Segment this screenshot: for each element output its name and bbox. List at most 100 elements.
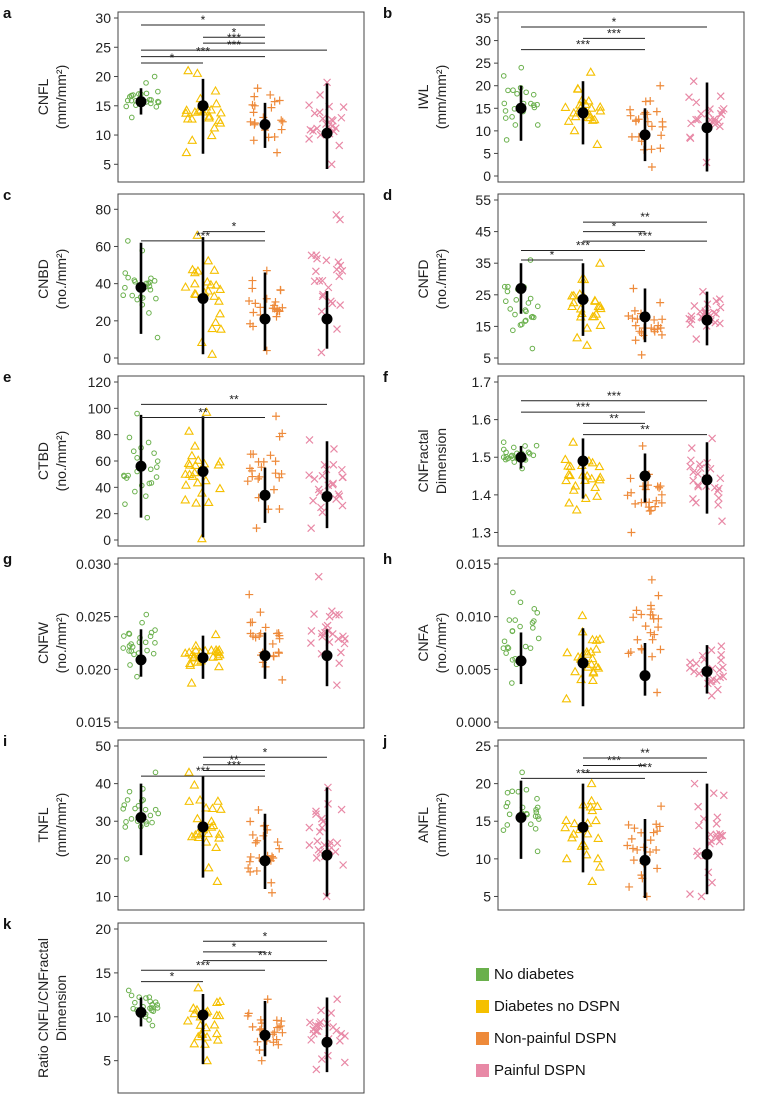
data-point [587,115,598,124]
data-point [143,611,150,618]
data-point [250,101,259,110]
data-point [317,1006,325,1015]
data-point [251,838,260,847]
data-point [252,866,261,875]
data-point [191,497,202,507]
legend-label: Non-painful DSPN [494,1029,617,1047]
mean-marker [321,491,333,503]
data-point [128,641,134,647]
data-point [633,845,642,854]
mean-marker [577,657,589,669]
data-point [712,676,721,685]
y-axis-label: CNFD [415,260,431,299]
data-point [152,769,159,776]
data-point [246,817,255,826]
data-point [120,645,127,651]
y-axis-label: (no./mm²) [433,249,449,310]
data-point [629,856,638,865]
plot-frame [497,557,745,729]
data-point [501,100,508,107]
data-point [565,461,576,471]
data-point [152,806,159,813]
data-point [268,639,277,648]
data-point [128,648,135,654]
data-point [211,997,222,1007]
data-point [271,457,280,466]
significance-label: * [232,220,237,234]
data-point [327,160,336,169]
data-point [627,528,636,537]
data-point [310,474,319,483]
mean-marker [321,1036,333,1048]
data-point [629,613,638,622]
data-point [587,311,598,321]
y-tick-label: 1.5 [472,449,492,465]
data-point [181,147,192,157]
data-point [204,112,215,122]
data-point [502,115,509,121]
mean-marker [197,466,209,478]
data-point [211,1010,222,1020]
data-point [309,1025,318,1034]
data-point [653,827,662,836]
data-point [209,122,220,132]
data-point [315,827,324,836]
data-point [186,677,197,687]
data-point [134,673,140,680]
mean-marker [577,455,589,467]
data-point [692,115,700,124]
y-tick-label: 0.000 [456,714,491,730]
mean-marker [515,282,527,294]
data-point [154,458,161,464]
legend-swatch-diabetes-no-dspn [476,999,489,1013]
data-point [186,450,197,460]
data-point [270,97,279,106]
panel-letter: a [3,5,12,22]
data-point [529,345,536,352]
data-point [513,297,520,303]
data-point [595,105,606,115]
data-point [129,292,136,299]
data-point [568,297,579,307]
data-point [655,822,664,831]
data-point [312,251,321,260]
data-point [126,788,133,795]
data-point [214,829,225,838]
data-point [594,258,605,267]
data-point [715,122,724,131]
data-point [123,475,130,481]
data-point [505,87,511,94]
data-point [206,104,217,114]
data-point [154,464,160,470]
mean-marker [639,670,651,682]
data-point [209,265,220,274]
data-point [122,824,129,830]
data-point [146,279,153,286]
significance-label: * [263,929,268,943]
y-axis-label: (mm/mm²) [53,793,69,858]
data-point [594,461,605,471]
data-point [337,805,346,814]
significance-label: * [232,940,237,954]
data-point [582,470,593,480]
data-point [244,864,253,873]
data-point [338,501,347,510]
data-point [332,1026,341,1035]
data-point [337,113,346,122]
data-point [275,96,284,105]
data-point [328,480,337,489]
data-point [648,652,657,661]
data-point [189,288,200,298]
data-point [563,460,574,470]
y-tick-label: 55 [475,192,491,208]
y-tick-label: 30 [475,33,491,49]
y-tick-label: 10 [95,888,111,904]
y-tick-label: 0.015 [456,556,491,572]
data-point [637,350,646,359]
y-tick-label: 25 [475,287,491,303]
data-point [509,788,516,795]
data-point [313,124,321,133]
data-point [307,627,316,635]
chart-panel-e: e 0 20 40 60 80 100 120 CTBD (no./mm²) ** ** [3,369,365,548]
data-point [182,1015,193,1025]
